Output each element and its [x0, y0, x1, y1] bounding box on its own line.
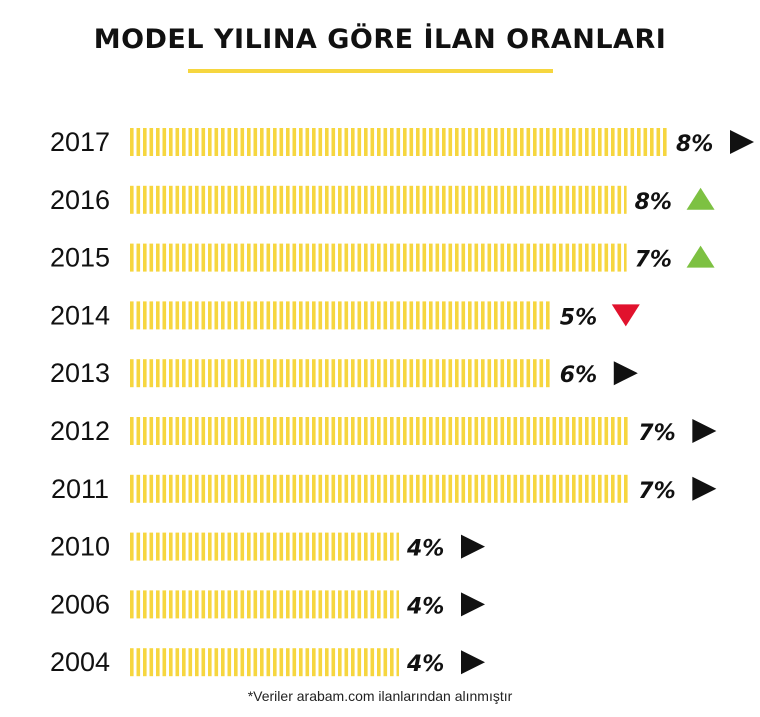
- chart-title: MODEL YILINA GÖRE İLAN ORANLARI: [93, 24, 667, 55]
- year-label: 2006: [50, 589, 110, 619]
- bar: [130, 417, 631, 445]
- right-arrow-icon: [692, 419, 717, 443]
- value-label: 6%: [560, 363, 597, 388]
- value-label: 5%: [560, 305, 597, 330]
- bar: [130, 474, 631, 503]
- right-arrow-icon: [613, 361, 638, 386]
- year-label: 2015: [50, 243, 110, 273]
- title-underline: [188, 69, 553, 73]
- value-label: 7%: [638, 479, 675, 504]
- value-label: 7%: [635, 248, 672, 273]
- right-arrow-icon: [461, 592, 485, 617]
- bar: [130, 243, 627, 272]
- value-label: 4%: [406, 594, 444, 619]
- value-label: 7%: [638, 421, 675, 446]
- right-arrow-icon: [692, 476, 717, 501]
- bar: [130, 185, 627, 214]
- value-label: 8%: [676, 132, 713, 157]
- year-label: 2016: [50, 185, 110, 215]
- up-arrow-icon: [686, 187, 715, 210]
- year-label: 2017: [50, 127, 110, 157]
- year-label: 2014: [50, 300, 110, 330]
- down-arrow-icon: [611, 304, 640, 327]
- bar: [130, 359, 552, 388]
- year-label: 2004: [50, 647, 110, 677]
- right-arrow-icon: [461, 650, 485, 675]
- bar: [130, 128, 668, 156]
- value-label: 8%: [635, 190, 672, 215]
- bar: [130, 301, 552, 330]
- year-label: 2012: [50, 416, 110, 446]
- bar: [130, 532, 399, 561]
- year-label: 2011: [51, 474, 109, 504]
- right-arrow-icon: [730, 130, 754, 154]
- footnote: *Veriler arabam.com ilanlarından alınmış…: [247, 688, 513, 704]
- value-label: 4%: [406, 537, 444, 562]
- year-label: 2010: [50, 532, 110, 562]
- year-label: 2013: [50, 358, 110, 388]
- bar: [130, 590, 399, 619]
- right-arrow-icon: [461, 534, 485, 559]
- bar: [130, 648, 399, 677]
- up-arrow-icon: [686, 245, 715, 268]
- value-label: 4%: [406, 652, 444, 677]
